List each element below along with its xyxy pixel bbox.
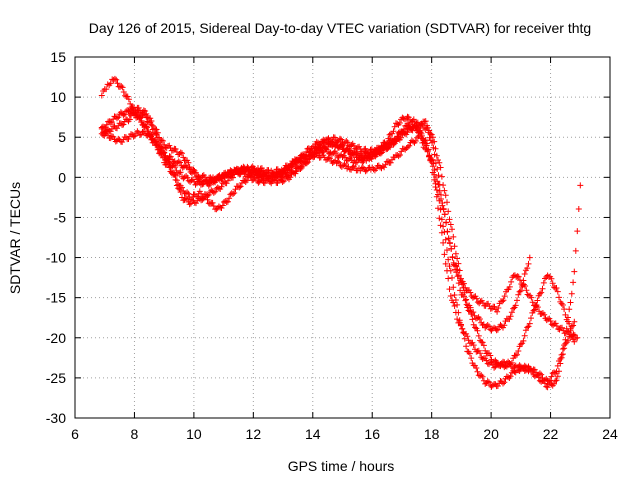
chart-title: Day 126 of 2015, Sidereal Day-to-day VTE… <box>89 20 591 36</box>
y-tick-label: 0 <box>58 169 66 185</box>
x-tick-label: 14 <box>305 426 321 442</box>
y-axis-title: SDTVAR / TECUs <box>7 182 23 294</box>
x-tick-labels: 6 8 10 12 14 16 18 20 22 24 <box>71 426 618 442</box>
x-tick-label: 24 <box>602 426 618 442</box>
plot-frame <box>74 56 611 419</box>
x-tick-label: 16 <box>364 426 380 442</box>
x-tick-label: 6 <box>71 426 79 442</box>
series-track-5 <box>125 105 578 371</box>
axis-ticks <box>74 56 611 419</box>
x-tick-label: 18 <box>424 426 440 442</box>
x-axis-title: GPS time / hours <box>288 458 395 474</box>
y-tick-label: -30 <box>46 410 66 426</box>
x-tick-label: 10 <box>186 426 202 442</box>
y-tick-label: 5 <box>58 129 66 145</box>
y-tick-label: -25 <box>46 370 66 386</box>
x-tick-label: 20 <box>483 426 499 442</box>
x-tick-label: 8 <box>131 426 139 442</box>
grid-lines <box>75 57 610 418</box>
x-tick-label: 22 <box>543 426 559 442</box>
y-tick-label: -10 <box>46 250 66 266</box>
y-tick-label: 15 <box>50 49 66 65</box>
series-layer <box>98 75 584 391</box>
x-tick-label: 12 <box>246 426 262 442</box>
series-points-track-5 <box>125 105 578 371</box>
y-tick-label: 10 <box>50 89 66 105</box>
y-tick-labels: -30 -25 -20 -15 -10 -5 0 5 10 15 <box>46 49 66 426</box>
y-tick-label: -15 <box>46 290 66 306</box>
y-tick-label: -20 <box>46 330 66 346</box>
y-tick-label: -5 <box>54 209 67 225</box>
